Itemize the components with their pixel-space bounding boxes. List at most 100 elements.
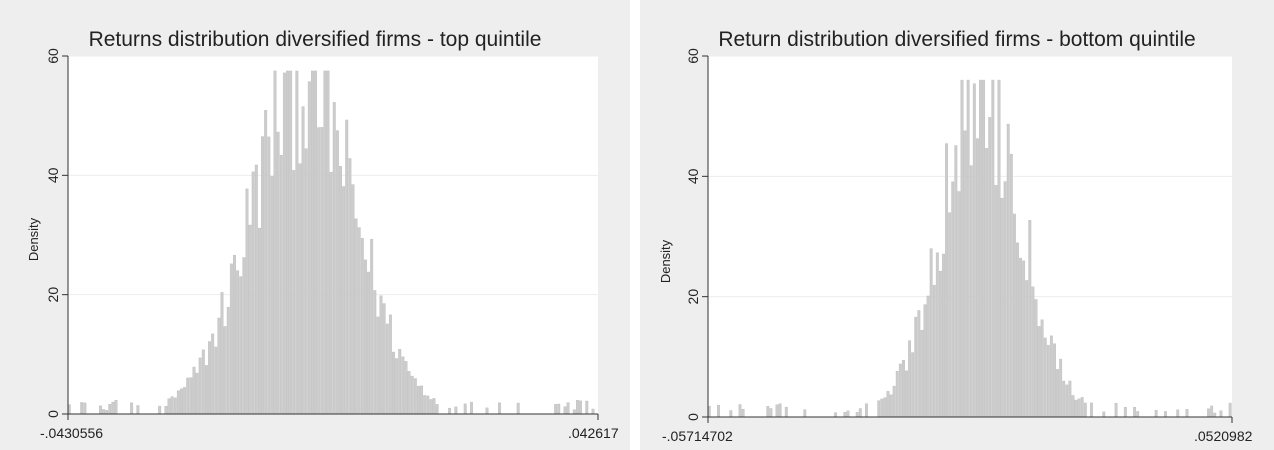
histogram-bar (410, 375, 414, 415)
histogram-bar (102, 409, 106, 415)
chart-title: Return distribution diversified firms - … (718, 28, 1196, 51)
histogram-bar (575, 400, 579, 415)
histogram-bar (354, 218, 358, 415)
histogram-bar (105, 410, 109, 415)
histogram-bar (363, 259, 367, 415)
histogram-bar (960, 79, 964, 418)
histogram-bar (926, 295, 930, 418)
histogram-bar (320, 127, 324, 415)
histogram-bar (432, 398, 436, 415)
histogram-bar (969, 165, 973, 418)
y-tick-label: 60 (685, 48, 701, 64)
histogram-bar (923, 304, 927, 418)
histogram-bar (942, 253, 945, 418)
histogram-bar (267, 136, 271, 415)
histogram-bar (198, 357, 202, 415)
histogram-bar (1065, 384, 1069, 418)
histogram-bar (261, 136, 265, 415)
histogram-bar (264, 110, 268, 415)
histogram-bar (855, 412, 859, 418)
histogram-bar (1213, 412, 1217, 418)
histogram-bar (1219, 410, 1223, 418)
histogram-bar (245, 188, 249, 415)
histogram-bar (929, 248, 933, 418)
histogram-bar (554, 404, 558, 415)
histogram-bar (1207, 408, 1211, 418)
histogram-bar (1053, 343, 1056, 418)
histogram-bar (239, 276, 243, 415)
histogram-bar (233, 254, 236, 415)
histogram-bar (1016, 242, 1019, 418)
histogram-bar (326, 70, 330, 415)
histogram-bar (270, 176, 274, 415)
histogram-bar (516, 402, 520, 415)
y-tick-label: 40 (685, 168, 701, 184)
x-tick-label-max: .0520982 (1194, 428, 1253, 444)
histogram-bar (979, 79, 982, 418)
histogram-bar (108, 404, 112, 415)
histogram-bar (1006, 123, 1010, 418)
histogram-bar (229, 263, 233, 415)
histogram-bar (911, 352, 915, 418)
histogram-bar (982, 79, 986, 418)
histogram-bar (304, 148, 308, 415)
histogram-bar (975, 138, 979, 418)
histogram-bar (784, 406, 788, 418)
histogram-bar (292, 170, 296, 415)
histogram-bar (1136, 411, 1140, 418)
histogram-bar (208, 341, 212, 415)
histogram-bar (176, 390, 180, 415)
histogram-bar (1114, 402, 1118, 418)
histogram-bar (204, 365, 208, 415)
histogram-bar (1080, 397, 1084, 418)
histogram-bar (803, 409, 807, 418)
histogram-bar (1000, 197, 1004, 418)
histogram-bar (994, 185, 998, 418)
histogram-bar (1056, 369, 1059, 418)
histogram-bar (846, 410, 850, 418)
histogram-bar (298, 163, 302, 415)
histogram-bar (429, 399, 433, 415)
histogram-bar (111, 401, 115, 415)
histogram-bar (1074, 399, 1078, 418)
histogram-bar (423, 395, 427, 415)
histogram-bar (276, 131, 280, 415)
histogram-bar (985, 147, 989, 418)
histogram-bar (1068, 380, 1072, 418)
histogram-bar (1046, 344, 1050, 418)
histogram-bar (1154, 409, 1158, 418)
y-tick-label: 60 (45, 48, 61, 64)
histogram-bar (729, 410, 733, 418)
histogram-bar (1062, 380, 1066, 418)
histogram-bar (557, 403, 561, 415)
histogram-bar (738, 404, 742, 418)
histogram-bar (398, 348, 402, 415)
histogram-bar (932, 284, 936, 418)
histogram-bar (778, 403, 782, 418)
histogram-bar (898, 363, 902, 418)
histogram-bar (1034, 299, 1038, 418)
histogram-bar (908, 340, 912, 418)
histogram-bar (195, 372, 199, 415)
histogram-bar (348, 158, 352, 415)
histogram-bar (382, 303, 386, 415)
y-tick-label: 20 (685, 289, 701, 305)
histogram-bar (917, 310, 921, 418)
histogram-bar (988, 117, 992, 418)
histogram-bar (435, 404, 439, 415)
histogram-bar (357, 227, 361, 415)
histogram-bar (130, 402, 134, 415)
histogram-bar (211, 333, 215, 415)
histogram-bar (991, 79, 995, 418)
histogram-bar (454, 406, 458, 415)
histogram-bar (448, 407, 452, 415)
histogram-bar (963, 130, 967, 418)
histogram-bar (217, 317, 221, 415)
histogram-bar (273, 70, 277, 415)
histogram-bar (864, 403, 868, 418)
histogram-bar (498, 402, 501, 415)
y-tick-label: 0 (685, 413, 701, 421)
histogram-bar (420, 385, 424, 415)
histogram-bar (370, 238, 374, 415)
histogram-bar (351, 184, 355, 415)
